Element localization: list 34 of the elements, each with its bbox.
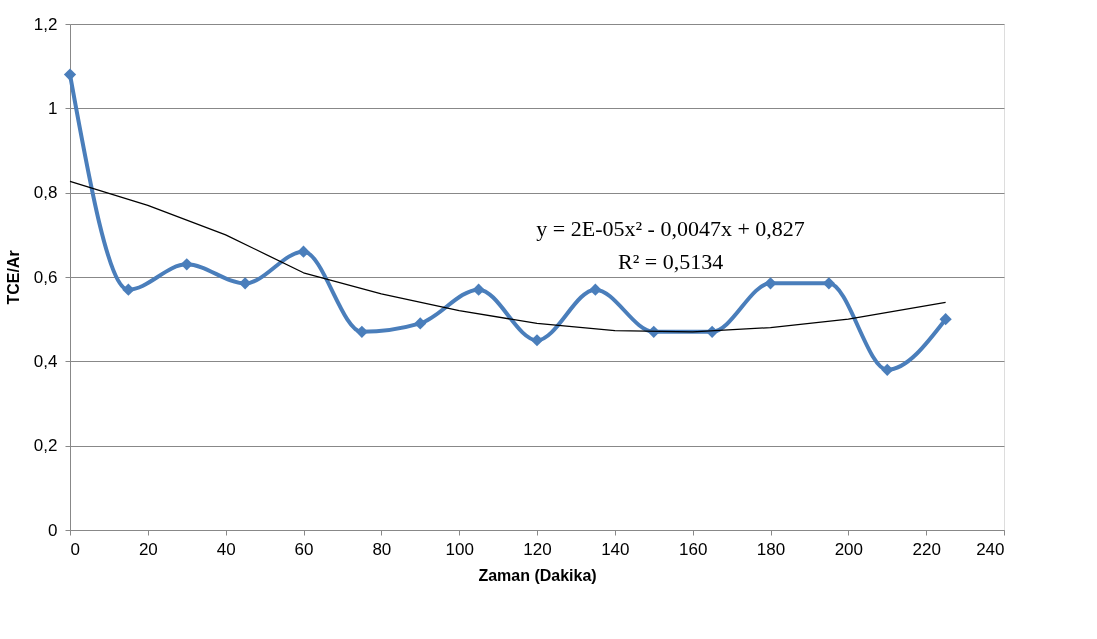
point <box>530 334 544 347</box>
point <box>355 325 368 338</box>
y-tick-label: 0,4 <box>33 351 58 371</box>
x-axis-title: Zaman (Dakika) <box>478 566 597 584</box>
y-tick-label: 0 <box>48 520 58 540</box>
point <box>589 283 602 296</box>
annotation: R² = 0,5134 <box>617 248 724 274</box>
x-tick-label: 100 <box>445 539 474 559</box>
point <box>297 245 310 258</box>
x-tick-label: 80 <box>372 539 392 559</box>
y-tick-label: 0,6 <box>33 267 58 287</box>
x-tick-label: 160 <box>678 539 708 559</box>
x-tick-label: 140 <box>601 539 630 559</box>
y-axis-title: TCE/Ar <box>4 250 22 305</box>
y-tick-label: 0,8 <box>33 183 58 203</box>
x-tick-label: 200 <box>834 539 864 559</box>
annotation: y = 2E-05x² - 0,0047x + 0,827 <box>536 215 805 241</box>
y-tick-label: 1 <box>48 98 58 118</box>
y-tick-label: 1,2 <box>33 14 58 34</box>
point <box>472 283 485 296</box>
x-tick-label: 120 <box>523 539 552 559</box>
x-tick-label: 40 <box>216 539 236 559</box>
x-tick-label: 180 <box>756 539 786 559</box>
y-tick-label: 0,2 <box>33 436 58 456</box>
point <box>63 68 77 81</box>
x-tick-label: 60 <box>294 539 314 559</box>
x-tick-label: 0 <box>70 539 80 559</box>
line-series <box>69 180 947 333</box>
x-tick-label: 20 <box>138 539 158 559</box>
point <box>414 317 427 330</box>
point <box>239 277 252 290</box>
x-tick-label: 240 <box>976 539 1005 559</box>
x-tick-label: 220 <box>912 539 941 559</box>
point <box>939 313 952 326</box>
